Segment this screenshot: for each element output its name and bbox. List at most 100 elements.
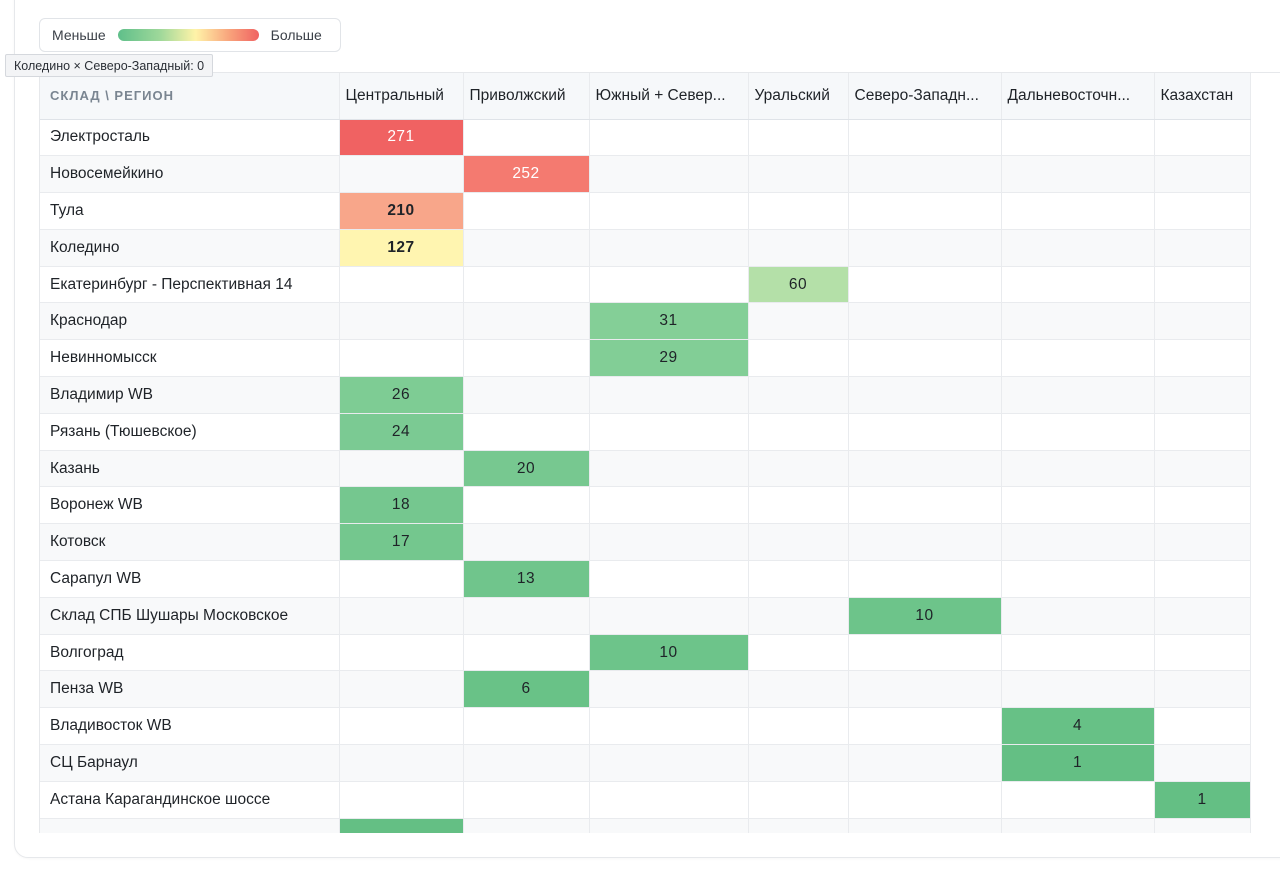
heatmap-cell-empty[interactable]	[339, 707, 464, 746]
heatmap-cell-empty[interactable]	[848, 744, 1002, 782]
heatmap-cell-filled[interactable]: 26	[339, 376, 464, 414]
heatmap-cell-empty[interactable]	[748, 634, 849, 672]
heatmap-cell-empty[interactable]	[1001, 560, 1155, 598]
heatmap-cell-empty[interactable]	[1001, 339, 1155, 378]
heatmap-cell-filled[interactable]: 18	[339, 486, 464, 525]
heatmap-cell-empty[interactable]	[463, 634, 590, 672]
heatmap-cell-empty[interactable]	[339, 670, 464, 709]
heatmap-cell-empty[interactable]	[1001, 192, 1155, 230]
heatmap-cell-empty[interactable]	[848, 229, 1002, 267]
heatmap-cell-filled[interactable]: 1	[1001, 744, 1155, 782]
heatmap-cell-empty[interactable]	[848, 450, 1002, 488]
heatmap-cell-empty[interactable]	[748, 155, 849, 194]
heatmap-cell-empty[interactable]	[339, 450, 464, 488]
heatmap-cell-empty[interactable]	[589, 597, 749, 635]
heatmap-cell-filled[interactable]: 13	[463, 560, 590, 598]
heatmap-cell-empty[interactable]	[1154, 229, 1251, 267]
heatmap-cell-empty[interactable]	[1154, 302, 1251, 341]
heatmap-cell-empty[interactable]	[589, 192, 749, 230]
heatmap-cell-empty[interactable]	[748, 450, 849, 488]
heatmap-cell-empty[interactable]	[1001, 486, 1155, 525]
heatmap-cell-filled[interactable]: 1	[1154, 781, 1251, 819]
heatmap-cell-empty[interactable]	[1001, 302, 1155, 341]
heatmap-cell-empty[interactable]	[748, 560, 849, 598]
heatmap-cell-empty[interactable]	[463, 486, 590, 525]
heatmap-cell-empty[interactable]	[463, 707, 590, 746]
heatmap-cell-empty[interactable]	[848, 413, 1002, 451]
heatmap-cell-empty[interactable]	[1001, 818, 1155, 833]
heatmap-cell-empty[interactable]	[1001, 229, 1155, 267]
heatmap-cell-empty[interactable]	[339, 634, 464, 672]
heatmap-cell-empty[interactable]	[463, 339, 590, 378]
heatmap-cell-filled[interactable]: 17	[339, 523, 464, 562]
heatmap-cell-empty[interactable]	[339, 155, 464, 194]
heatmap-cell-empty[interactable]	[1154, 670, 1251, 709]
heatmap-cell-empty[interactable]	[748, 597, 849, 635]
heatmap-cell-empty[interactable]	[848, 781, 1002, 819]
heatmap-cell-empty[interactable]	[848, 670, 1002, 709]
heatmap-cell-empty[interactable]	[589, 670, 749, 709]
column-header[interactable]: Казахстан	[1154, 73, 1251, 120]
heatmap-cell-empty[interactable]	[463, 744, 590, 782]
heatmap-cell-empty[interactable]	[589, 486, 749, 525]
heatmap-cell-filled[interactable]: 210	[339, 192, 464, 230]
heatmap-cell-empty[interactable]	[1001, 155, 1155, 194]
heatmap-cell-empty[interactable]	[589, 781, 749, 819]
heatmap-cell-empty[interactable]	[1154, 707, 1251, 746]
heatmap-cell-empty[interactable]	[748, 707, 849, 746]
heatmap-cell-empty[interactable]	[748, 781, 849, 819]
heatmap-cell-empty[interactable]	[748, 376, 849, 414]
heatmap-cell-empty[interactable]	[1001, 376, 1155, 414]
heatmap-cell-empty[interactable]	[589, 119, 749, 157]
heatmap-cell-empty[interactable]	[748, 523, 849, 562]
heatmap-cell-empty[interactable]	[848, 486, 1002, 525]
heatmap-cell-empty[interactable]	[589, 523, 749, 562]
heatmap-cell-empty[interactable]	[463, 229, 590, 267]
heatmap-cell-empty[interactable]	[848, 302, 1002, 341]
heatmap-cell-empty[interactable]	[1154, 486, 1251, 525]
heatmap-cell-filled[interactable]: 271	[339, 119, 464, 157]
heatmap-cell-empty[interactable]	[1001, 597, 1155, 635]
heatmap-cell-empty[interactable]	[589, 229, 749, 267]
heatmap-cell-empty[interactable]	[848, 376, 1002, 414]
heatmap-cell-filled[interactable]: 24	[339, 413, 464, 451]
heatmap-cell-empty[interactable]	[848, 634, 1002, 672]
heatmap-cell-empty[interactable]	[848, 266, 1002, 304]
heatmap-cell-empty[interactable]	[1154, 119, 1251, 157]
heatmap-cell-filled[interactable]: 252	[463, 155, 590, 194]
heatmap-cell-filled[interactable]: 127	[339, 229, 464, 267]
heatmap-cell-empty[interactable]	[1154, 597, 1251, 635]
heatmap-cell-empty[interactable]	[1001, 450, 1155, 488]
heatmap-cell-empty[interactable]	[748, 413, 849, 451]
heatmap-cell-filled[interactable]: 10	[589, 634, 749, 672]
heatmap-cell-filled[interactable]: 10	[848, 597, 1002, 635]
heatmap-cell-filled[interactable]: 60	[748, 266, 849, 304]
heatmap-cell-empty[interactable]	[848, 560, 1002, 598]
column-header[interactable]: Южный + Север...	[589, 73, 749, 120]
heatmap-cell-empty[interactable]	[1154, 266, 1251, 304]
heatmap-cell-empty[interactable]	[748, 486, 849, 525]
heatmap-cell-empty[interactable]	[1154, 818, 1251, 833]
heatmap-cell-filled[interactable]: 4	[1001, 707, 1155, 746]
heatmap-cell-empty[interactable]	[1001, 413, 1155, 451]
heatmap-cell-empty[interactable]	[1001, 634, 1155, 672]
heatmap-cell-empty[interactable]	[339, 339, 464, 378]
heatmap-cell-empty[interactable]	[463, 266, 590, 304]
heatmap-cell-empty[interactable]	[339, 597, 464, 635]
heatmap-cell-empty[interactable]	[848, 818, 1002, 833]
heatmap-cell-empty[interactable]	[1154, 450, 1251, 488]
heatmap-cell-empty[interactable]	[1154, 523, 1251, 562]
heatmap-cell-empty[interactable]	[1154, 560, 1251, 598]
heatmap-cell-empty[interactable]	[339, 744, 464, 782]
heatmap-cell-filled[interactable]: 6	[463, 670, 590, 709]
heatmap-cell-empty[interactable]	[463, 302, 590, 341]
heatmap-cell-filled[interactable]: 31	[589, 302, 749, 341]
heatmap-cell-empty[interactable]	[589, 744, 749, 782]
heatmap-cell-empty[interactable]	[589, 155, 749, 194]
heatmap-cell-empty[interactable]	[848, 523, 1002, 562]
heatmap-cell-empty[interactable]	[1154, 376, 1251, 414]
heatmap-cell-empty[interactable]	[1154, 339, 1251, 378]
heatmap-cell-empty[interactable]	[463, 119, 590, 157]
heatmap-cell-empty[interactable]	[589, 707, 749, 746]
heatmap-cell-empty[interactable]	[463, 781, 590, 819]
